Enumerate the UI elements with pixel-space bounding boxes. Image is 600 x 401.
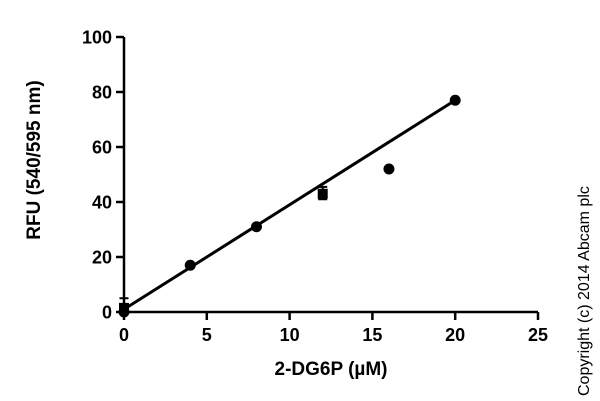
y-tick-label: 80 xyxy=(92,83,112,103)
y-tick-label: 0 xyxy=(102,303,112,323)
data-point-square xyxy=(317,188,328,199)
y-tick-label: 40 xyxy=(92,193,112,213)
x-tick-label: 20 xyxy=(445,325,465,345)
y-tick-label: 100 xyxy=(82,28,112,48)
x-axis-title: 2-DG6P (µM) xyxy=(275,359,388,380)
y-tick-label: 60 xyxy=(92,138,112,158)
copyright-text: Copyright (c) 2014 Abcam plc xyxy=(576,186,593,396)
x-tick-label: 15 xyxy=(362,325,382,345)
data-point-circle xyxy=(449,94,461,106)
plot-area: 0 20 40 60 80 100 0 5 10 15 20 25 xyxy=(82,28,548,346)
y-tick-label: 20 xyxy=(92,248,112,268)
x-tick-label: 10 xyxy=(280,325,300,345)
data-point-square xyxy=(119,302,129,313)
x-tick-label: 0 xyxy=(119,325,129,345)
x-tick-label: 5 xyxy=(202,325,212,345)
data-point-circle xyxy=(250,221,262,233)
data-point-circle xyxy=(184,259,196,271)
x-tick-label: 25 xyxy=(528,325,548,345)
y-axis-title: RFU (540/595 nm) xyxy=(24,80,45,239)
data-point-circle xyxy=(383,163,395,175)
fit-line xyxy=(123,98,457,311)
